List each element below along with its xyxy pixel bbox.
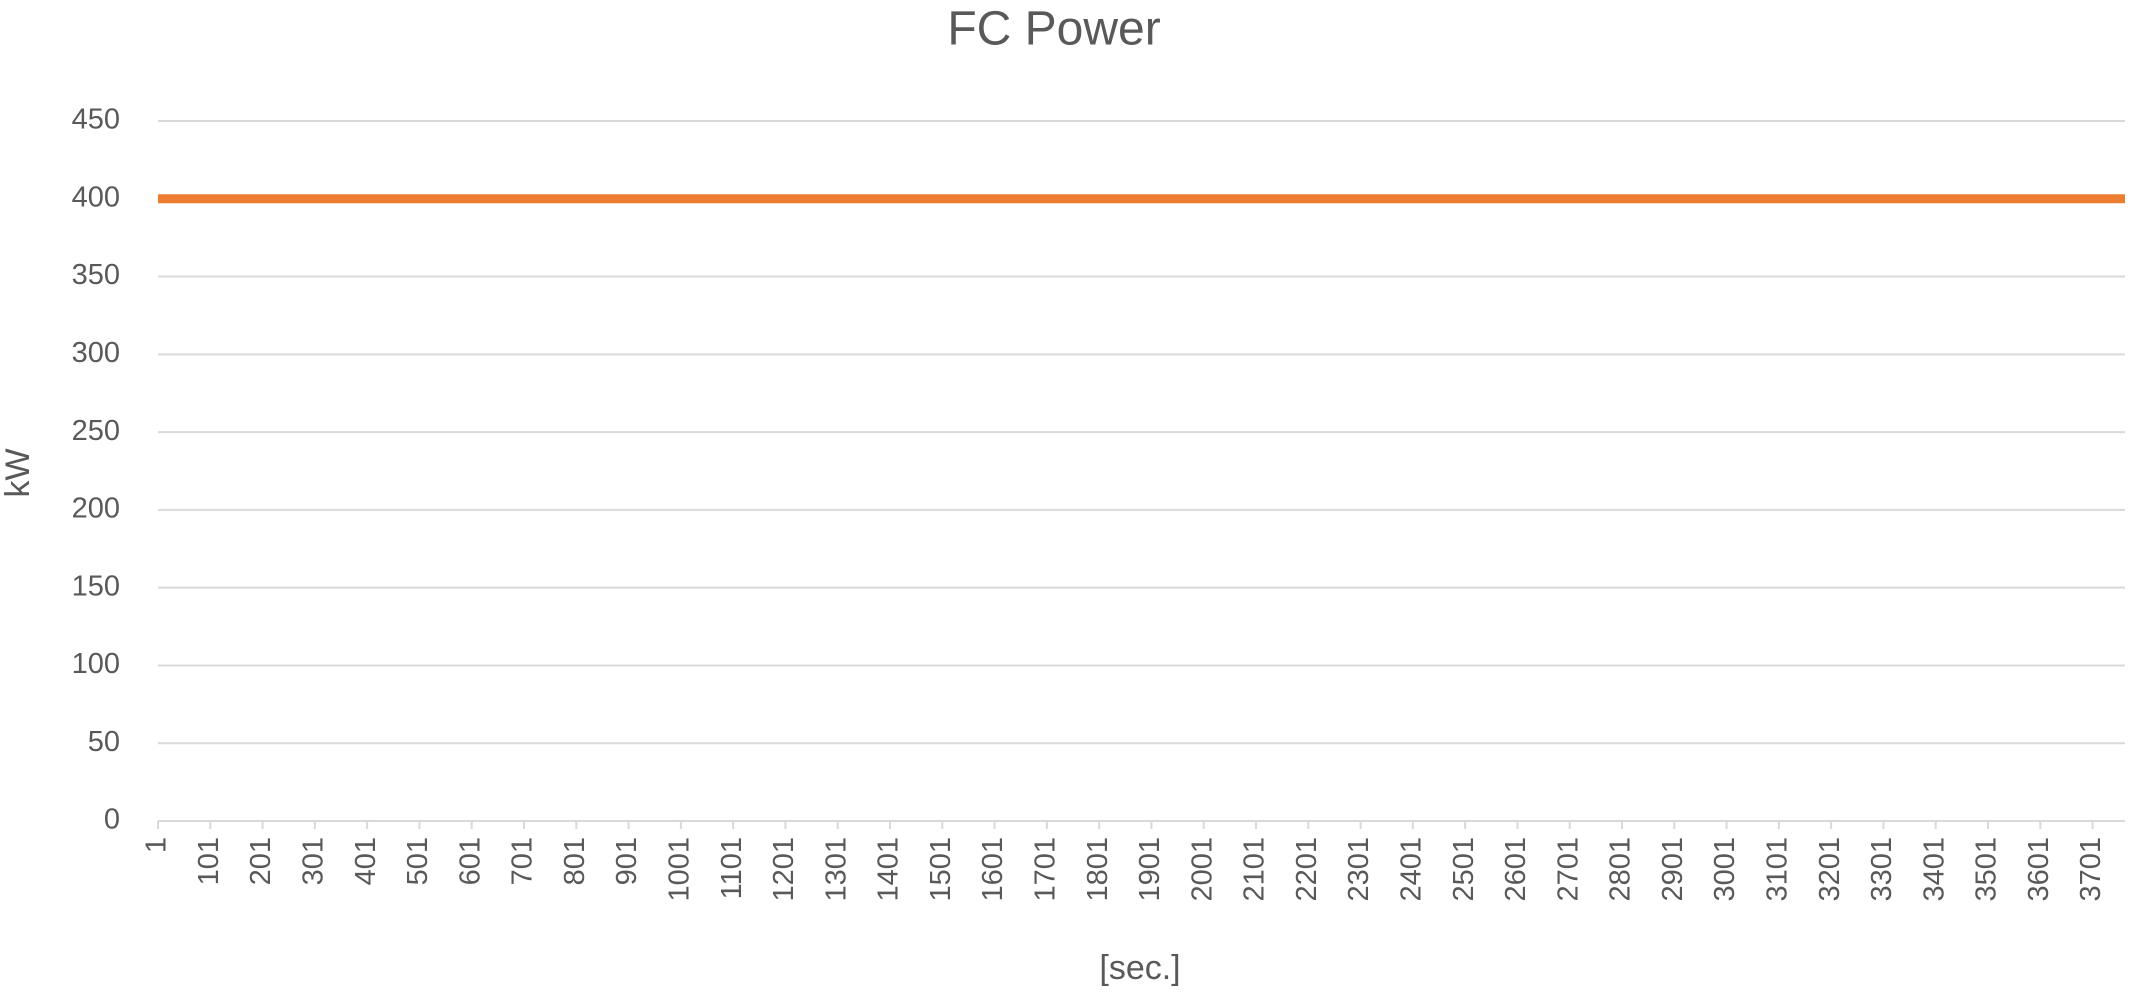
x-tick-label: 901 [611, 837, 643, 885]
x-tick-label: 2301 [1343, 837, 1375, 902]
x-tick-label: 501 [402, 837, 434, 885]
y-axis-label: kW [0, 448, 37, 497]
x-tick-label: 701 [507, 837, 539, 885]
y-tick-label: 400 [72, 181, 120, 213]
x-tick-label: 201 [245, 837, 277, 885]
y-tick-label: 350 [72, 259, 120, 291]
x-tick-label: 1401 [873, 837, 905, 902]
x-tick-label: 2201 [1291, 837, 1323, 902]
x-tick-label: 1101 [716, 837, 748, 899]
x-tick-label: 3301 [1866, 837, 1898, 902]
y-tick-label: 0 [104, 804, 120, 836]
x-tick-label: 3601 [2023, 837, 2055, 902]
x-tick-label: 2001 [1186, 837, 1218, 902]
x-tick-label: 2401 [1396, 837, 1428, 902]
x-tick-label: 1901 [1134, 837, 1166, 902]
x-tick-label: 401 [350, 837, 382, 885]
x-tick-label: 2701 [1552, 837, 1584, 902]
y-tick-label: 100 [72, 648, 120, 680]
x-tick-label: 1701 [1030, 837, 1062, 902]
x-axis-label: [sec.] [1099, 949, 1180, 987]
x-tick-label: 3001 [1709, 837, 1741, 902]
x-tick-label: 2101 [1239, 837, 1271, 902]
y-tick-label: 250 [72, 415, 120, 447]
x-tick-label: 1801 [1082, 837, 1114, 902]
x-tick-label: 801 [559, 837, 591, 885]
y-tick-label: 50 [88, 726, 120, 758]
x-tick-label: 3501 [1971, 837, 2003, 902]
y-tick-label: 150 [72, 570, 120, 602]
x-tick-label: 1501 [925, 837, 957, 902]
x-tick-label: 3401 [1918, 837, 1950, 902]
chart-title: FC Power [947, 3, 1160, 56]
y-tick-label: 300 [72, 337, 120, 369]
x-tick-label: 1001 [664, 837, 696, 902]
x-tick-label: 2501 [1448, 837, 1480, 902]
x-tick-label: 2801 [1605, 837, 1637, 902]
x-tick-label: 101 [193, 837, 225, 885]
x-tick-label: 3701 [2075, 837, 2107, 902]
x-tick-label: 3101 [1762, 837, 1794, 902]
x-tick-label: 1 [141, 837, 173, 853]
x-tick-label: 3201 [1814, 837, 1846, 902]
y-tick-label: 450 [72, 104, 120, 136]
x-tick-label: 301 [298, 837, 330, 885]
x-tick-label: 2901 [1657, 837, 1689, 902]
x-tick-label: 1601 [977, 837, 1009, 902]
x-tick-label: 1301 [820, 837, 852, 902]
x-tick-label: 601 [454, 837, 486, 885]
x-tick-label: 1201 [768, 837, 800, 902]
x-tick-label: 2601 [1500, 837, 1532, 902]
y-tick-label: 200 [72, 493, 120, 525]
